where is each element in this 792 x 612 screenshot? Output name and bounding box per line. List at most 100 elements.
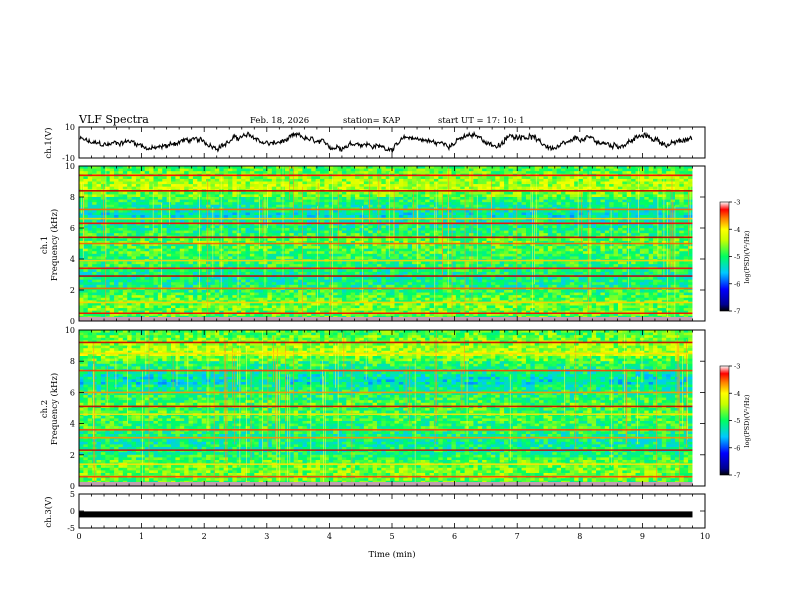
ch1-spectrogram-cell bbox=[495, 191, 501, 195]
ch1-spectrogram-cell bbox=[166, 209, 172, 213]
ch1-spectrogram-cell bbox=[451, 215, 457, 219]
ch1-spectrogram-cell bbox=[241, 197, 247, 201]
ch1-spectrogram-cell bbox=[368, 181, 374, 185]
ch1-spectrogram-cell bbox=[578, 171, 584, 175]
ch1-spectrogram-cell bbox=[644, 202, 650, 206]
ch1-spectrogram-cell bbox=[539, 166, 544, 170]
ch1-spectrogram-cell bbox=[635, 166, 641, 170]
ch1-spectrogram-cell bbox=[486, 197, 492, 201]
ch1-spectrogram-cell bbox=[245, 181, 251, 185]
ch1-spectrogram-cell bbox=[547, 202, 553, 206]
ch1-spectrogram-cell bbox=[302, 168, 308, 172]
ch1-spectrogram-cell bbox=[596, 215, 601, 219]
ch1-spectrogram-cell bbox=[499, 184, 505, 188]
ch1-spectrogram-cell bbox=[609, 171, 615, 175]
ch1-spectrogram-cell bbox=[398, 186, 404, 190]
ch1-spectrogram-cell bbox=[258, 184, 264, 188]
ch1-spectrogram-cell bbox=[600, 168, 606, 172]
ch1-spectrogram-cell bbox=[214, 194, 220, 198]
ch1-spectrogram-cell bbox=[425, 209, 431, 213]
ch1-spectrogram-cell bbox=[609, 191, 615, 195]
ch1-spectrogram-cell bbox=[359, 204, 365, 208]
ch1-spectrogram-cell bbox=[674, 186, 680, 190]
ch1-spectrogram-cell bbox=[486, 186, 492, 190]
ch1-spectrogram-cell bbox=[591, 215, 597, 219]
ch1-spectrogram-cell bbox=[490, 168, 496, 172]
ch1-spectrogram-cell bbox=[469, 168, 474, 172]
ch1-spectrogram-cell bbox=[631, 181, 637, 185]
ch1-spectrogram-cell bbox=[670, 168, 676, 172]
ch1-spectrogram-cell bbox=[547, 199, 553, 203]
ch1-spectrogram-cell bbox=[245, 166, 251, 170]
ch1-spectrogram-cell bbox=[670, 166, 676, 170]
ch1-spectrogram-cell bbox=[363, 181, 369, 185]
ch1-spectrogram-cell bbox=[197, 168, 203, 172]
ch1-spectrogram-cell bbox=[674, 176, 680, 180]
ch1-spectrogram-cell bbox=[591, 176, 597, 180]
ch1-spectrogram-cell bbox=[192, 220, 198, 224]
ch1-spectrogram-cell bbox=[232, 176, 238, 180]
ch1-spectrogram-cell bbox=[635, 186, 641, 190]
ch1-spectrogram-cell bbox=[530, 168, 536, 172]
ch1-spectrogram-cell bbox=[556, 199, 562, 203]
ch1-spectrogram-cell bbox=[166, 202, 172, 206]
ch1-spectrogram-cell bbox=[504, 215, 509, 219]
ch1-spectrogram-cell bbox=[635, 176, 641, 180]
ch1-spectrogram-cell bbox=[609, 178, 615, 182]
ch1-spectrogram-cell bbox=[293, 209, 299, 213]
ch1-spectrogram-cell bbox=[565, 204, 571, 208]
ch1-spectrogram-cell bbox=[381, 166, 387, 170]
ch1-spectrogram-cell bbox=[442, 181, 448, 185]
ch1-spectrogram-cell bbox=[131, 178, 137, 182]
ch1-spectrogram-cell bbox=[241, 194, 247, 198]
ch1-spectrogram-cell bbox=[105, 166, 111, 170]
ch1-spectrogram-cell bbox=[543, 184, 549, 188]
ch1-spectrogram-cell bbox=[412, 194, 417, 198]
ch1-spectrogram-cell bbox=[372, 199, 378, 203]
ch1-spectrogram-cell bbox=[359, 215, 365, 219]
ch1-spectrogram-cell bbox=[249, 209, 255, 213]
ch1-spectrogram-cell bbox=[591, 199, 597, 203]
ch1-spectrogram-cell bbox=[214, 178, 220, 182]
ch1-spectrogram-cell bbox=[679, 191, 685, 195]
ch1-spectrogram-cell bbox=[482, 166, 488, 170]
ch1-spectrogram-cell bbox=[394, 204, 400, 208]
ch1-spectrogram-cell bbox=[451, 176, 457, 180]
ch1-spectrogram-cell bbox=[179, 215, 185, 219]
ch1-spectrogram-cell bbox=[504, 178, 509, 182]
ch1-spectrogram-cell bbox=[394, 168, 400, 172]
ch1-spectrogram-cell bbox=[460, 168, 466, 172]
ch1-spectrogram-cell bbox=[622, 212, 628, 216]
ch1-spectrogram-cell bbox=[644, 178, 650, 182]
ch1-spectrogram-cell bbox=[219, 176, 225, 180]
ch1-spectrogram-cell bbox=[385, 197, 391, 201]
ch1-spectrogram-cell bbox=[521, 204, 527, 208]
ch1-spectrogram-cell bbox=[438, 212, 444, 216]
ch1-spectrogram-cell bbox=[425, 197, 431, 201]
ch1-spectrogram-cell bbox=[617, 181, 623, 185]
ch1-spectrogram-cell bbox=[447, 171, 452, 175]
ch1-spectrogram-cell bbox=[227, 166, 233, 170]
ch1-spectrogram-cell bbox=[289, 197, 295, 201]
ch1-spectrogram-cell bbox=[241, 209, 247, 213]
ch1-spectrogram-cell bbox=[425, 191, 431, 195]
ch1-spectrogram-cell bbox=[236, 209, 242, 213]
ch1-spectrogram-cell bbox=[359, 168, 365, 172]
ch1-spectrogram-cell bbox=[267, 204, 273, 208]
ch1-spectrogram-cell bbox=[565, 191, 571, 195]
ch1-spectrogram-cell bbox=[263, 191, 268, 195]
ch1-spectrogram-cell bbox=[565, 176, 571, 180]
ch1-spectrogram-cell bbox=[385, 194, 391, 198]
ch1-spectrogram-cell bbox=[232, 204, 238, 208]
ch1-spectrogram-cell bbox=[337, 166, 343, 170]
ch1-spectrogram-cell bbox=[420, 178, 426, 182]
ch1-spectrogram-cell bbox=[543, 166, 549, 170]
ch1-spectrogram-cell bbox=[210, 204, 216, 208]
ch1-spectrogram-cell bbox=[175, 212, 181, 216]
ch1-spectrogram-cell bbox=[376, 197, 382, 201]
ch1-spectrogram-cell bbox=[639, 178, 645, 182]
ch1-spectrogram-cell bbox=[289, 181, 295, 185]
ch1-spectrogram-cell bbox=[223, 166, 229, 170]
ch1-spectrogram-cell bbox=[486, 168, 492, 172]
